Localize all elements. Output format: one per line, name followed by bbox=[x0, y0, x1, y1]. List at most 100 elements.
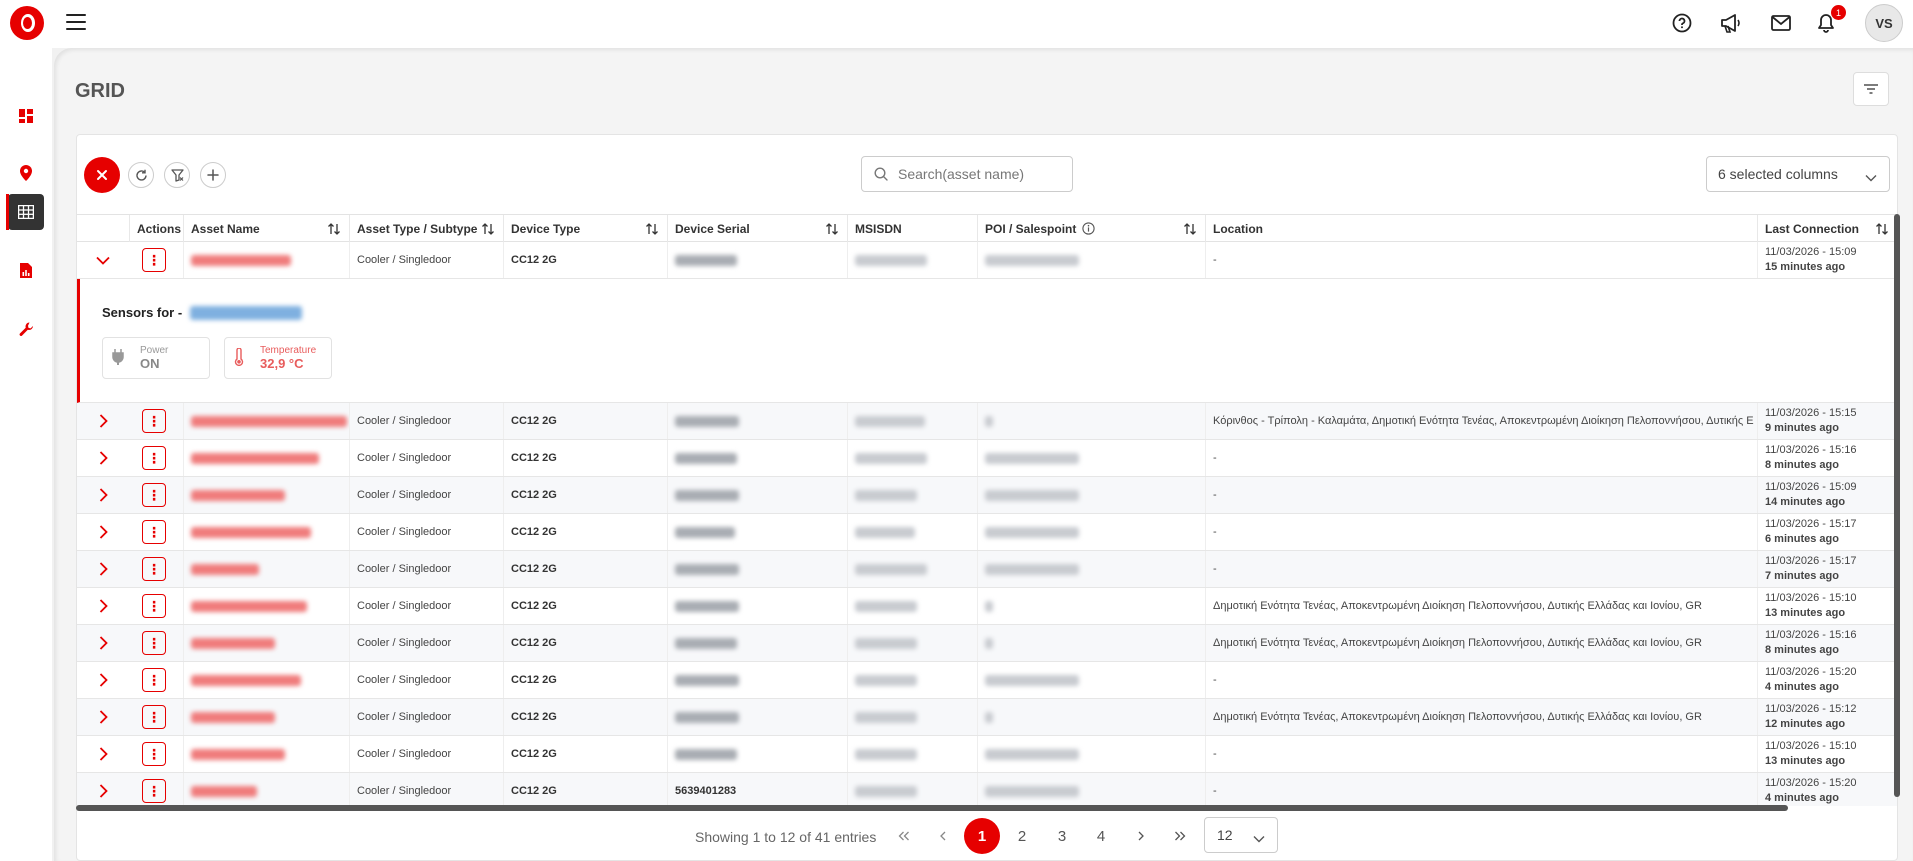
asset-name-cell[interactable] bbox=[183, 662, 349, 698]
asset-name-cell[interactable] bbox=[183, 699, 349, 735]
expand-row-icon[interactable] bbox=[77, 699, 129, 735]
first-page-button[interactable] bbox=[886, 818, 922, 854]
row-actions-button[interactable]: ⋮ bbox=[142, 557, 166, 581]
table-row[interactable]: ⋮ Cooler / Singledoor CC12 2G 5639401283 -11… bbox=[77, 773, 1897, 806]
add-asset-button[interactable] bbox=[200, 162, 226, 188]
table-row[interactable]: ⋮ Cooler / Singledoor CC12 2G -11/03/2026 -… bbox=[77, 514, 1897, 551]
row-actions-button[interactable]: ⋮ bbox=[142, 742, 166, 766]
vertical-scrollbar[interactable] bbox=[1894, 214, 1900, 797]
row-actions-button[interactable]: ⋮ bbox=[142, 446, 166, 470]
row-actions-button[interactable]: ⋮ bbox=[142, 409, 166, 433]
search-input[interactable]: Search(asset name) bbox=[861, 156, 1073, 192]
page-size-select[interactable]: 12 bbox=[1204, 817, 1278, 853]
next-page-button[interactable] bbox=[1123, 818, 1159, 854]
expand-row-icon[interactable] bbox=[77, 625, 129, 661]
asset-name-cell[interactable] bbox=[183, 242, 349, 278]
table-row[interactable]: ⋮ Cooler / Singledoor CC12 2G Δημοτική Ενότ… bbox=[77, 625, 1897, 662]
header-poi[interactable]: POI / Salespoint bbox=[977, 215, 1205, 242]
clear-filters-button[interactable] bbox=[164, 162, 190, 188]
refresh-button[interactable] bbox=[128, 162, 154, 188]
page-button-3[interactable]: 3 bbox=[1057, 827, 1067, 845]
temperature-sensor-chip[interactable]: Temperature 32,9 °C bbox=[224, 337, 332, 379]
table-row[interactable]: ⋮ Cooler / Singledoor CC12 2G -11/03/2026 -… bbox=[77, 242, 1897, 279]
asset-name-cell[interactable] bbox=[183, 440, 349, 476]
asset-name-cell[interactable] bbox=[183, 551, 349, 587]
table-row[interactable]: ⋮ Cooler / Singledoor CC12 2G -11/03/2026 -… bbox=[77, 440, 1897, 477]
row-actions-button[interactable]: ⋮ bbox=[142, 520, 166, 544]
msisdn-cell bbox=[847, 242, 977, 278]
asset-name-cell[interactable] bbox=[183, 588, 349, 624]
sort-icon[interactable] bbox=[645, 222, 659, 239]
row-actions-button[interactable]: ⋮ bbox=[142, 705, 166, 729]
poi-cell bbox=[977, 403, 1205, 439]
expand-row-icon[interactable] bbox=[77, 551, 129, 587]
row-actions-button[interactable]: ⋮ bbox=[142, 594, 166, 618]
sort-icon[interactable] bbox=[1183, 222, 1197, 239]
mail-icon[interactable] bbox=[1769, 11, 1793, 35]
row-actions-button[interactable]: ⋮ bbox=[142, 779, 166, 803]
collapse-row-icon[interactable] bbox=[77, 242, 129, 278]
table-row[interactable]: ⋮ Cooler / Singledoor CC12 2G Δημοτική Ενότ… bbox=[77, 699, 1897, 736]
header-device-type[interactable]: Device Type bbox=[503, 215, 667, 242]
page-button-1[interactable]: 1 bbox=[964, 818, 1000, 854]
expand-row-icon[interactable] bbox=[77, 477, 129, 513]
sort-icon[interactable] bbox=[327, 222, 341, 239]
asset-name-cell[interactable] bbox=[183, 625, 349, 661]
nav-grid-icon[interactable] bbox=[6, 194, 44, 230]
expand-row-icon[interactable] bbox=[77, 662, 129, 698]
table-row[interactable]: ⋮ Cooler / Singledoor CC12 2G -11/03/2026 -… bbox=[77, 662, 1897, 699]
table-row[interactable]: ⋮ Cooler / Singledoor CC12 2G Δημοτική Ενότ… bbox=[77, 588, 1897, 625]
page-button-2[interactable]: 2 bbox=[1017, 827, 1027, 845]
row-actions-button[interactable]: ⋮ bbox=[142, 248, 166, 272]
asset-name-cell[interactable] bbox=[183, 773, 349, 806]
vodafone-logo[interactable] bbox=[10, 6, 44, 40]
nav-map-pin-icon[interactable] bbox=[8, 155, 44, 191]
table-row[interactable]: ⋮ Cooler / Singledoor CC12 2G -11/03/2026 -… bbox=[77, 477, 1897, 514]
asset-name-cell[interactable] bbox=[183, 736, 349, 772]
header-asset-type[interactable]: Asset Type / Subtype bbox=[349, 215, 503, 242]
notifications-icon[interactable]: 1 bbox=[1814, 5, 1846, 35]
user-avatar[interactable]: VS bbox=[1865, 4, 1903, 42]
header-device-serial-label: Device Serial bbox=[675, 221, 750, 236]
prev-page-button[interactable] bbox=[925, 818, 961, 854]
expand-row-icon[interactable] bbox=[77, 440, 129, 476]
device-type-cell: CC12 2G bbox=[503, 440, 667, 476]
expand-row-icon[interactable] bbox=[77, 736, 129, 772]
filter-panel-button[interactable] bbox=[1853, 72, 1889, 106]
sort-icon[interactable] bbox=[825, 222, 839, 239]
clear-selection-button[interactable] bbox=[84, 157, 120, 193]
columns-select[interactable]: 6 selected columns bbox=[1706, 156, 1890, 192]
table-row[interactable]: ⋮ Cooler / Singledoor CC12 2G -11/03/2026 -… bbox=[77, 551, 1897, 588]
horizontal-scrollbar[interactable] bbox=[76, 805, 1788, 811]
help-icon[interactable] bbox=[1670, 11, 1694, 35]
last-connection-cell: 11/03/2026 - 15:12 12 minutes ago bbox=[1757, 699, 1897, 735]
megaphone-icon[interactable] bbox=[1719, 11, 1743, 35]
info-icon[interactable] bbox=[1082, 222, 1096, 235]
last-page-button[interactable] bbox=[1162, 818, 1198, 854]
page-button-4[interactable]: 4 bbox=[1096, 827, 1106, 845]
nav-report-icon[interactable] bbox=[8, 252, 44, 288]
header-last-connection[interactable]: Last Connection bbox=[1757, 215, 1897, 242]
header-asset-name[interactable]: Asset Name bbox=[183, 215, 349, 242]
asset-name-cell[interactable] bbox=[183, 477, 349, 513]
asset-name-cell[interactable] bbox=[183, 403, 349, 439]
device-type-cell: CC12 2G bbox=[503, 477, 667, 513]
expand-row-icon[interactable] bbox=[77, 514, 129, 550]
expand-row-icon[interactable] bbox=[77, 403, 129, 439]
table-row[interactable]: ⋮ Cooler / Singledoor CC12 2G -11/03/2026 -… bbox=[77, 736, 1897, 773]
row-actions-button[interactable]: ⋮ bbox=[142, 631, 166, 655]
asset-name-cell[interactable] bbox=[183, 514, 349, 550]
nav-wrench-icon[interactable] bbox=[8, 311, 44, 347]
power-sensor-chip[interactable]: Power ON bbox=[102, 337, 210, 379]
menu-toggle-button[interactable] bbox=[66, 14, 86, 30]
header-device-serial[interactable]: Device Serial bbox=[667, 215, 847, 242]
sort-icon[interactable] bbox=[1875, 222, 1889, 239]
poi-cell bbox=[977, 514, 1205, 550]
table-row[interactable]: ⋮ Cooler / Singledoor CC12 2G Κόρινθος - Τρ… bbox=[77, 403, 1897, 440]
expand-row-icon[interactable] bbox=[77, 773, 129, 806]
row-actions-button[interactable]: ⋮ bbox=[142, 483, 166, 507]
sort-icon[interactable] bbox=[481, 222, 495, 239]
expand-row-icon[interactable] bbox=[77, 588, 129, 624]
nav-dashboard-icon[interactable] bbox=[8, 98, 44, 134]
row-actions-button[interactable]: ⋮ bbox=[142, 668, 166, 692]
